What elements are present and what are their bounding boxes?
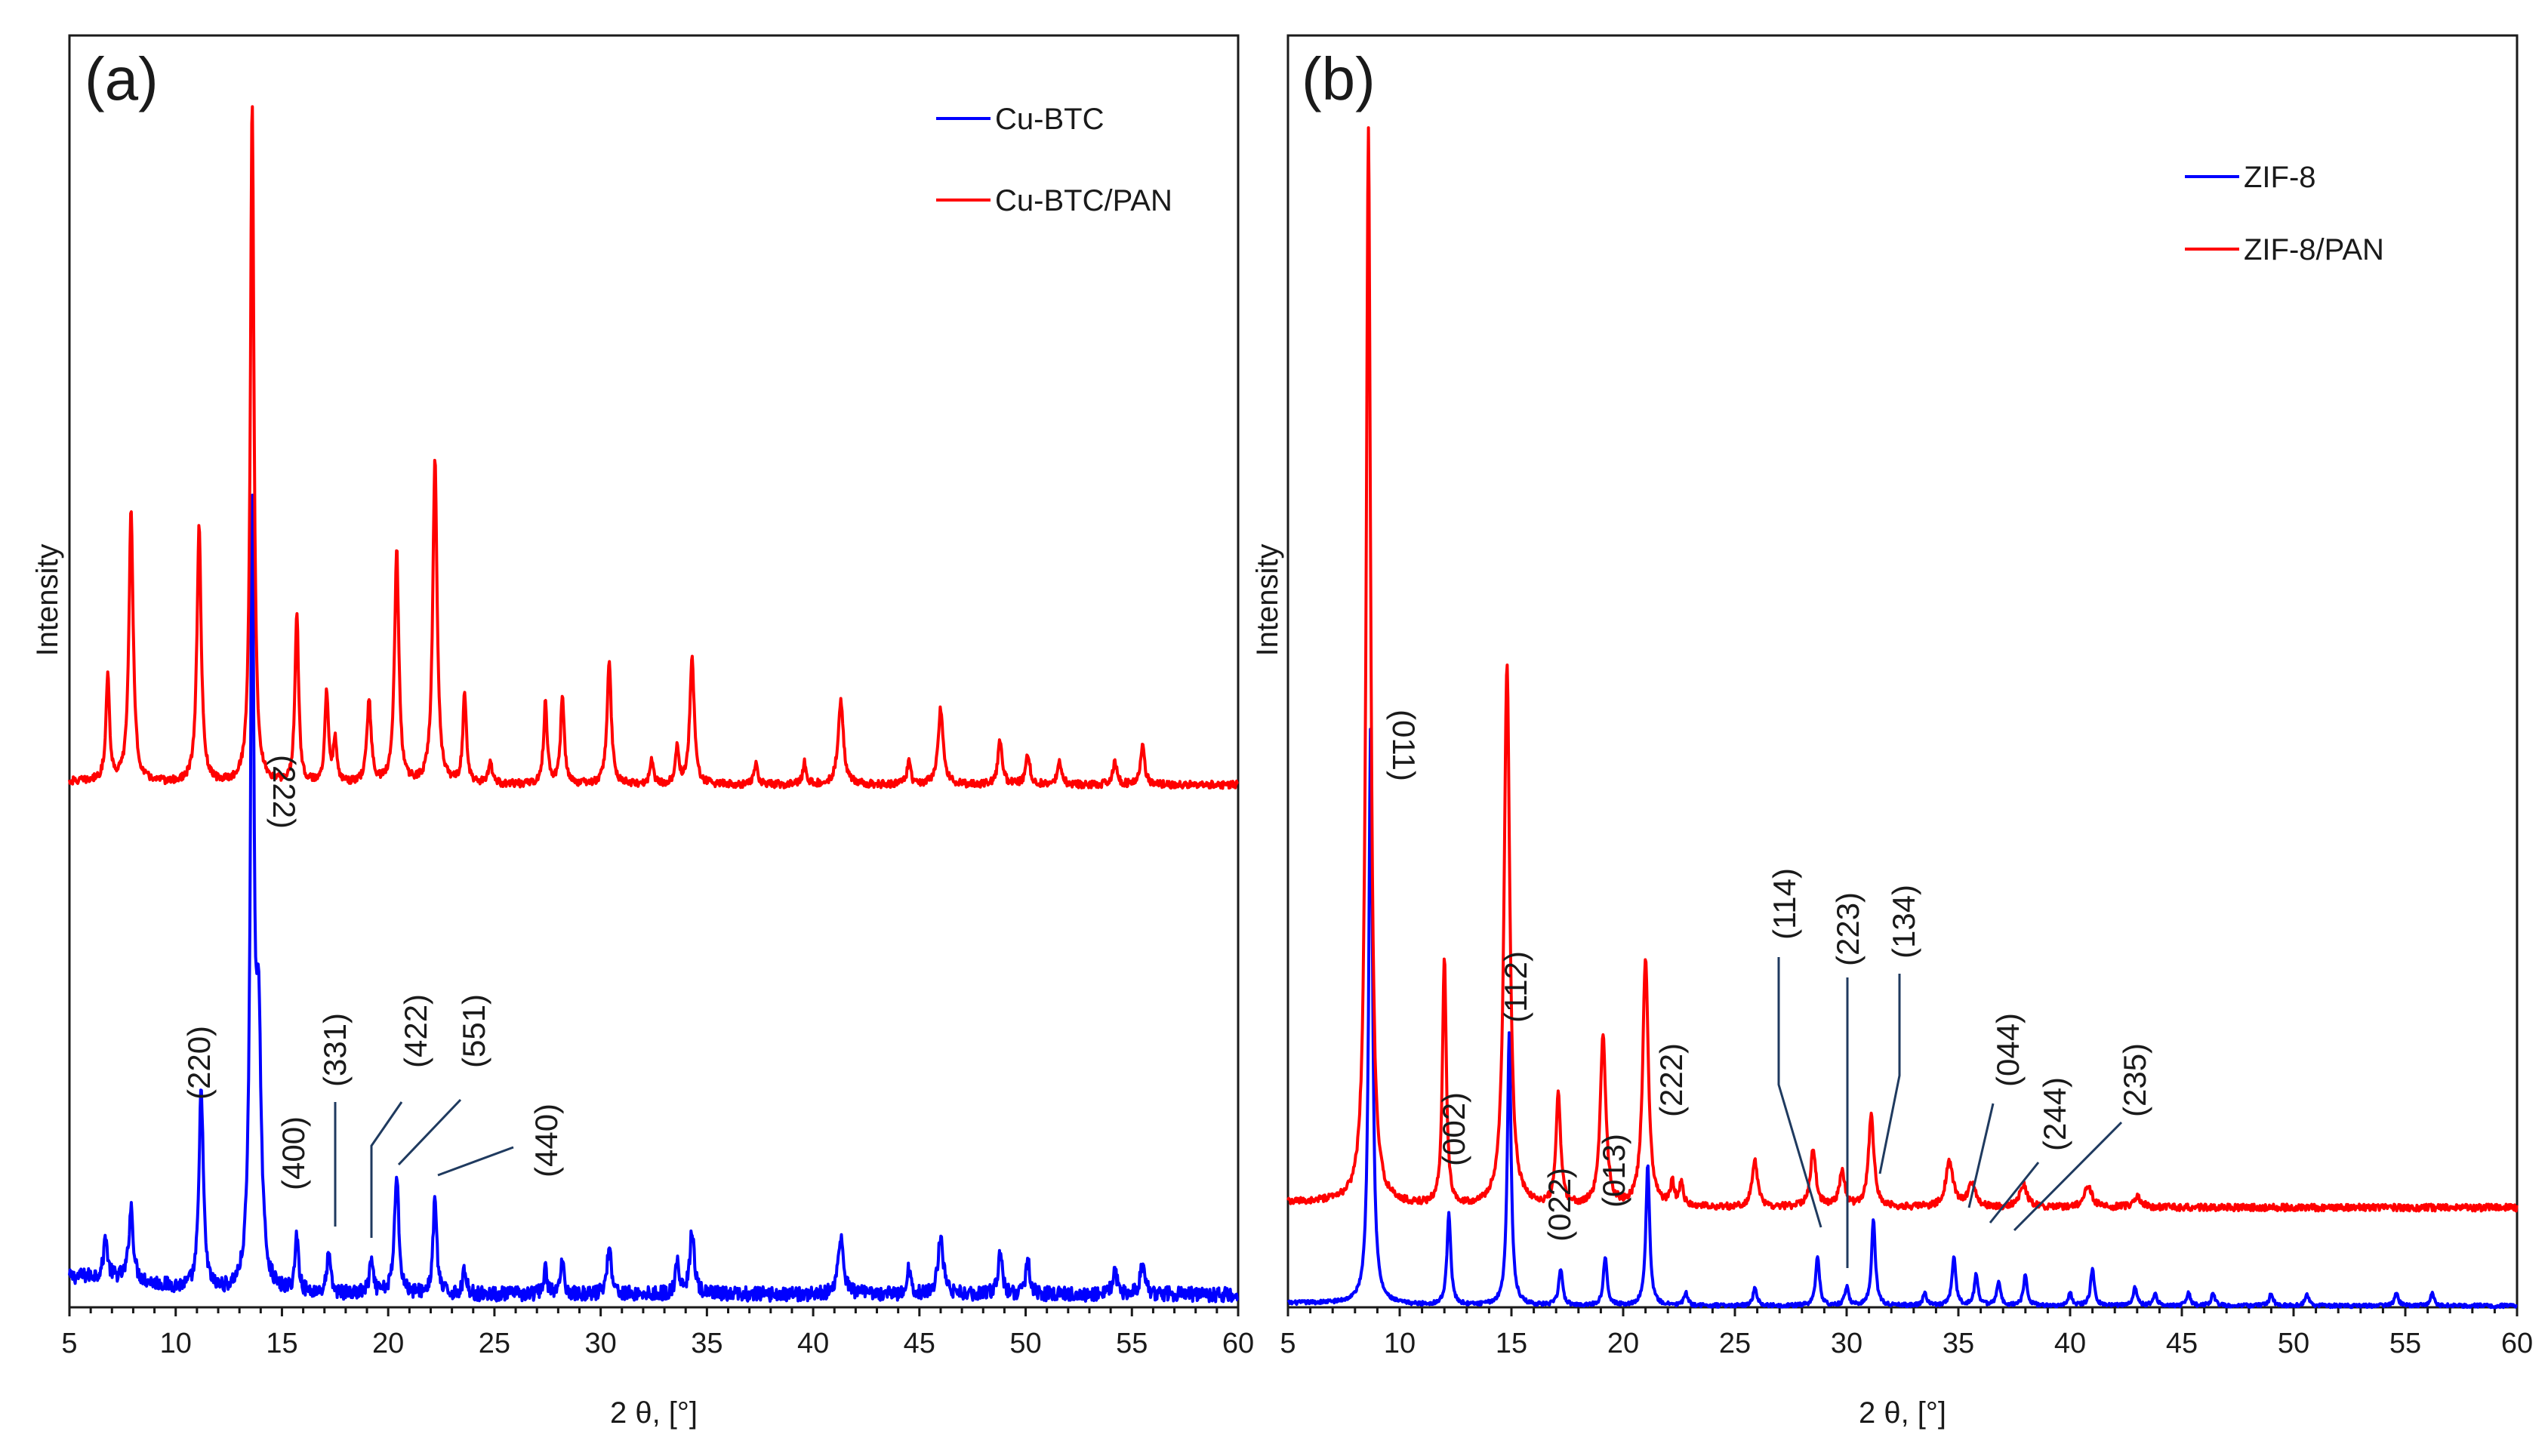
panel-a-y-axis-title: Intensity [31, 544, 64, 657]
x-tick-label: 25 [479, 1328, 510, 1359]
leader-422 [370, 1101, 403, 1238]
leader-134 [1878, 974, 1901, 1174]
panel-b-legend: ZIF-8 ZIF-8/PAN [2185, 161, 2384, 266]
series-line-cu-btc [68, 494, 1239, 1304]
x-tick-label: 5 [1280, 1328, 1296, 1359]
hkl-label-222-zif: (222) [1653, 1043, 1689, 1117]
x-tick-label: 20 [372, 1328, 404, 1359]
panel-b-x-tick-labels: 5 10 15 20 25 30 35 40 45 50 55 60 [1280, 1328, 2533, 1359]
panel-a-annotations: (220) (222) (400) (331) (422) (551) (440… [181, 755, 564, 1238]
x-tick-label: 60 [1222, 1328, 1254, 1359]
leader-114 [1777, 957, 1822, 1228]
x-tick-label: 45 [2166, 1328, 2198, 1359]
x-tick-label: 25 [1719, 1328, 1751, 1359]
panel-a-frame [68, 34, 1240, 1309]
legend-label-zif-8: ZIF-8 [2244, 161, 2316, 194]
x-tick-label: 55 [2389, 1328, 2421, 1359]
leader-235 [2013, 1121, 2123, 1232]
x-tick-label: 40 [797, 1328, 829, 1359]
leader-440 [437, 1146, 514, 1177]
panel-b-label: (b) [1302, 45, 1376, 112]
x-tick-label: 30 [1831, 1328, 1862, 1359]
hkl-label-223: (223) [1830, 892, 1866, 966]
x-tick-label: 20 [1607, 1328, 1639, 1359]
panel-a-label: (a) [85, 45, 159, 112]
hkl-label-244: (244) [2037, 1077, 2072, 1151]
hkl-label-331: (331) [317, 1013, 353, 1087]
x-tick-label: 15 [266, 1328, 297, 1359]
x-tick-label: 50 [1009, 1328, 1041, 1359]
panel-b-annotations: (011) (002) (112) (022) (013) (222) (114… [1386, 710, 2152, 1268]
legend-label-zif-8-pan: ZIF-8/PAN [2244, 233, 2384, 266]
x-tick-label: 40 [2054, 1328, 2086, 1359]
x-tick-label: 35 [1943, 1328, 1974, 1359]
series-line-cu-btc-pan [68, 105, 1239, 790]
panel-b-series [1286, 126, 2519, 1310]
hkl-label-400: (400) [276, 1116, 311, 1190]
hkl-label-013: (013) [1596, 1134, 1631, 1208]
hkl-label-422: (422) [398, 994, 433, 1068]
series-line-zif-8 [1286, 728, 2518, 1310]
series-line-zif-8-pan [1286, 126, 2519, 1213]
hkl-label-134: (134) [1886, 885, 1921, 959]
hkl-label-222: (222) [267, 755, 302, 829]
panel-b-frame [1286, 34, 2519, 1309]
hkl-label-002: (002) [1436, 1092, 1471, 1166]
legend-label-cu-btc: Cu-BTC [995, 103, 1104, 136]
x-tick-label: 55 [1116, 1328, 1148, 1359]
hkl-label-022: (022) [1542, 1168, 1577, 1242]
hkl-label-112: (112) [1498, 951, 1533, 1023]
hkl-label-440: (440) [528, 1104, 564, 1177]
x-tick-label: 30 [584, 1328, 616, 1359]
x-tick-label: 60 [2501, 1328, 2533, 1359]
hkl-label-235: (235) [2117, 1043, 2152, 1117]
hkl-label-011: (011) [1386, 710, 1422, 781]
panel-a-legend: Cu-BTC Cu-BTC/PAN [936, 103, 1172, 217]
hkl-label-220: (220) [181, 1026, 217, 1100]
panel-a: (a) 5 10 15 20 25 30 35 40 45 50 55 60 2 θ, [°] Int… [31, 34, 1254, 1430]
x-tick-label: 45 [904, 1328, 935, 1359]
leader-244 [1989, 1162, 2040, 1224]
panel-a-x-tick-labels: 5 10 15 20 25 30 35 40 45 50 55 60 [61, 1328, 1254, 1359]
hkl-label-044: (044) [1990, 1013, 2026, 1087]
legend-label-cu-btc-pan: Cu-BTC/PAN [995, 184, 1172, 217]
x-tick-label: 15 [1496, 1328, 1527, 1359]
panel-b-y-axis-title: Intensity [1251, 544, 1284, 657]
panel-a-x-axis-title: 2 θ, [°] [610, 1396, 698, 1430]
x-tick-label: 10 [1384, 1328, 1416, 1359]
panel-b: (b) 5 10 15 20 25 30 35 40 45 50 55 60 2 θ, [°] Int… [1251, 34, 2533, 1430]
x-tick-label: 5 [61, 1328, 77, 1359]
leader-551 [397, 1098, 462, 1166]
hkl-label-551: (551) [456, 994, 491, 1068]
x-tick-label: 35 [691, 1328, 722, 1359]
panel-a-x-ticks [68, 1307, 1240, 1316]
leader-044 [1967, 1103, 1995, 1208]
panel-b-x-axis-title: 2 θ, [°] [1859, 1396, 1946, 1430]
hkl-label-114: (114) [1767, 868, 1802, 940]
panel-a-series [68, 105, 1239, 1304]
panel-b-x-ticks [1286, 1307, 2519, 1316]
x-tick-label: 50 [2278, 1328, 2309, 1359]
x-tick-label: 10 [160, 1328, 192, 1359]
